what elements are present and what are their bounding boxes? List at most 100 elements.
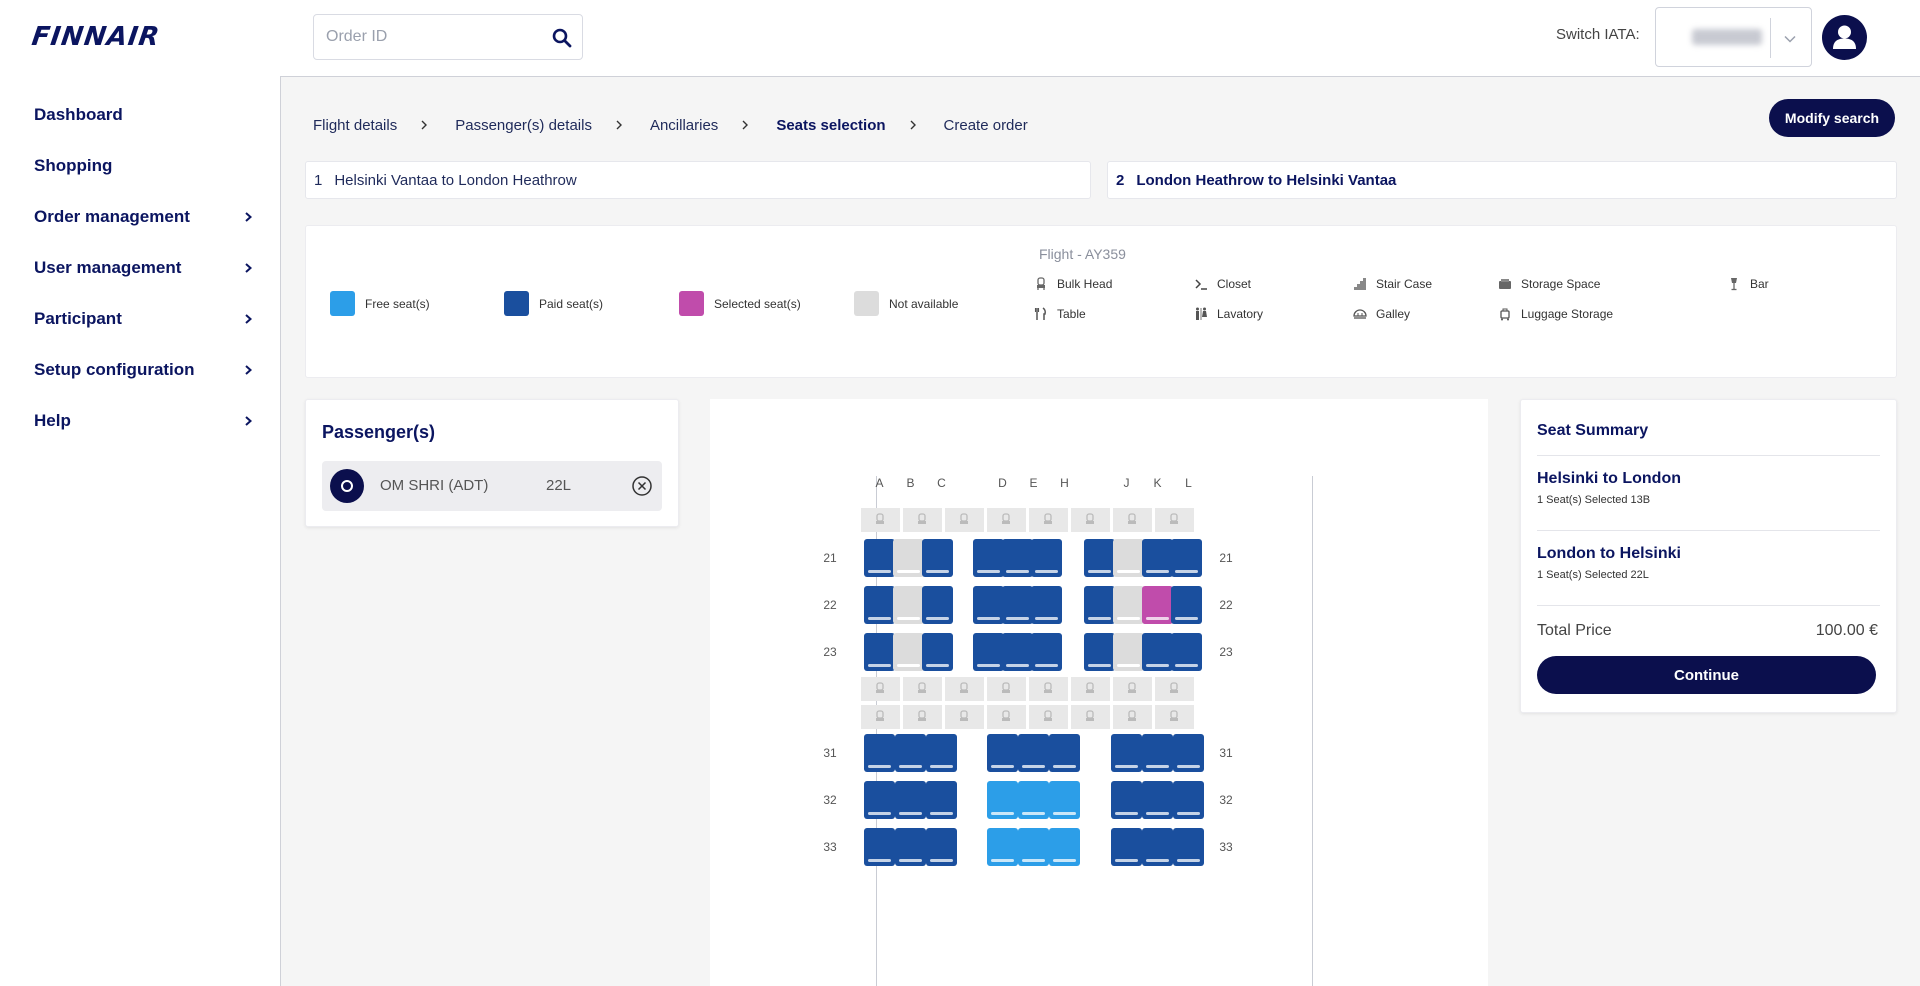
free-seat[interactable]	[987, 828, 1018, 866]
free-seat[interactable]	[1018, 781, 1049, 819]
paid-seat[interactable]	[1084, 633, 1115, 671]
free-seat[interactable]	[1049, 828, 1080, 866]
seat-icon	[1170, 513, 1178, 524]
facility-block	[1029, 705, 1068, 729]
closet-icon	[1195, 279, 1207, 290]
amenity-label: Storage Space	[1521, 277, 1601, 291]
amenity-table: Table	[1034, 307, 1086, 321]
seat-column-label: K	[1153, 476, 1162, 490]
paid-seat[interactable]	[1142, 828, 1173, 866]
free-seat[interactable]	[987, 781, 1018, 819]
paid-seat[interactable]	[895, 734, 926, 772]
breadcrumb-passenger-details[interactable]: Passenger(s) details	[455, 116, 592, 134]
paid-seat[interactable]	[1111, 781, 1142, 819]
paid-seat[interactable]	[1173, 781, 1204, 819]
breadcrumb-flight-details[interactable]: Flight details	[313, 116, 398, 134]
close-circle-icon[interactable]	[630, 474, 654, 498]
paid-seat[interactable]	[1171, 539, 1202, 577]
paid-seat[interactable]	[864, 828, 895, 866]
sidebar-item-help[interactable]: Help	[34, 406, 254, 436]
paid-seat[interactable]	[973, 633, 1004, 671]
chevron-down-icon[interactable]	[1783, 32, 1797, 46]
main-content: Flight details Passenger(s) details Anci…	[280, 76, 1920, 986]
passenger-radio[interactable]	[330, 469, 364, 503]
paid-seat[interactable]	[864, 781, 895, 819]
order-id-input[interactable]	[326, 25, 536, 49]
modify-search-button[interactable]: Modify search	[1769, 99, 1895, 137]
breadcrumb-ancillaries[interactable]: Ancillaries	[649, 116, 719, 134]
paid-seat[interactable]	[987, 734, 1018, 772]
paid-seat[interactable]	[864, 633, 895, 671]
paid-seat[interactable]	[895, 828, 926, 866]
paid-seat[interactable]	[864, 539, 895, 577]
paid-seat[interactable]	[922, 539, 953, 577]
paid-seat[interactable]	[922, 633, 953, 671]
sidebar-item-setup-configuration[interactable]: Setup configuration	[34, 355, 254, 385]
paid-seat[interactable]	[1018, 734, 1049, 772]
paid-seat[interactable]	[1173, 734, 1204, 772]
iata-select[interactable]: 7623374	[1655, 7, 1812, 67]
seat-column-label: D	[998, 476, 1007, 490]
facility-block	[1071, 677, 1110, 701]
sidebar-item-label: Help	[34, 411, 71, 430]
amenity-galley: Galley	[1353, 307, 1410, 321]
paid-seat[interactable]	[1111, 734, 1142, 772]
chevron-right-icon	[742, 120, 749, 130]
segment-tab-2[interactable]: 2 London Heathrow to Helsinki Vantaa	[1107, 161, 1897, 199]
paid-seat[interactable]	[1142, 633, 1173, 671]
continue-button[interactable]: Continue	[1537, 656, 1876, 694]
paid-seat[interactable]	[1084, 539, 1115, 577]
sidebar-item-user-management[interactable]: User management	[34, 253, 254, 283]
finnair-logo[interactable]: FINNAIR	[29, 22, 162, 52]
paid-seat[interactable]	[1031, 586, 1062, 624]
facility-block	[861, 705, 900, 729]
facility-block	[861, 677, 900, 701]
paid-seat[interactable]	[1111, 828, 1142, 866]
seat-icon	[876, 710, 884, 721]
passenger-row[interactable]: OM SHRI (ADT) 22L	[322, 461, 662, 511]
sidebar-item-participant[interactable]: Participant	[34, 304, 254, 334]
selected-seat[interactable]	[1142, 586, 1173, 624]
breadcrumb-seats-selection[interactable]: Seats selection	[776, 116, 886, 134]
paid-seat[interactable]	[864, 734, 895, 772]
paid-seat[interactable]	[922, 586, 953, 624]
breadcrumb-create-order[interactable]: Create order	[943, 116, 1028, 134]
paid-seat[interactable]	[926, 734, 957, 772]
legend-label: Free seat(s)	[365, 296, 430, 311]
paid-seat[interactable]	[864, 586, 895, 624]
segment-tab-1[interactable]: 1 Helsinki Vantaa to London Heathrow	[305, 161, 1091, 199]
paid-seat[interactable]	[1049, 734, 1080, 772]
paid-seat[interactable]	[1142, 781, 1173, 819]
divider	[1537, 455, 1880, 456]
user-avatar[interactable]	[1822, 15, 1867, 60]
paid-seat[interactable]	[1084, 586, 1115, 624]
paid-seat[interactable]	[1002, 633, 1033, 671]
free-seat[interactable]	[1049, 781, 1080, 819]
seat-icon	[960, 710, 968, 721]
sidebar-item-dashboard[interactable]: Dashboard	[34, 100, 254, 130]
paid-seat[interactable]	[1002, 539, 1033, 577]
paid-seat[interactable]	[926, 828, 957, 866]
search-icon[interactable]	[550, 26, 574, 50]
paid-seat[interactable]	[1031, 633, 1062, 671]
paid-seat[interactable]	[895, 781, 926, 819]
paid-seat[interactable]	[1171, 586, 1202, 624]
paid-seat[interactable]	[1142, 539, 1173, 577]
paid-seat[interactable]	[1173, 828, 1204, 866]
sidebar-item-shopping[interactable]: Shopping	[34, 151, 254, 181]
free-seat[interactable]	[1018, 828, 1049, 866]
seat-icon	[1002, 513, 1010, 524]
paid-seat[interactable]	[973, 539, 1004, 577]
sidebar-item-order-management[interactable]: Order management	[34, 202, 254, 232]
total-price-label: Total Price	[1537, 622, 1612, 639]
chevron-right-icon	[245, 365, 253, 375]
paid-seat[interactable]	[1002, 586, 1033, 624]
paid-seat[interactable]	[1171, 633, 1202, 671]
paid-seat[interactable]	[926, 781, 957, 819]
paid-seat[interactable]	[1142, 734, 1173, 772]
facility-block	[1071, 705, 1110, 729]
facility-block	[903, 705, 942, 729]
paid-seat[interactable]	[1031, 539, 1062, 577]
paid-seat[interactable]	[973, 586, 1004, 624]
flight-number-label: Flight - AY359	[1039, 246, 1126, 262]
